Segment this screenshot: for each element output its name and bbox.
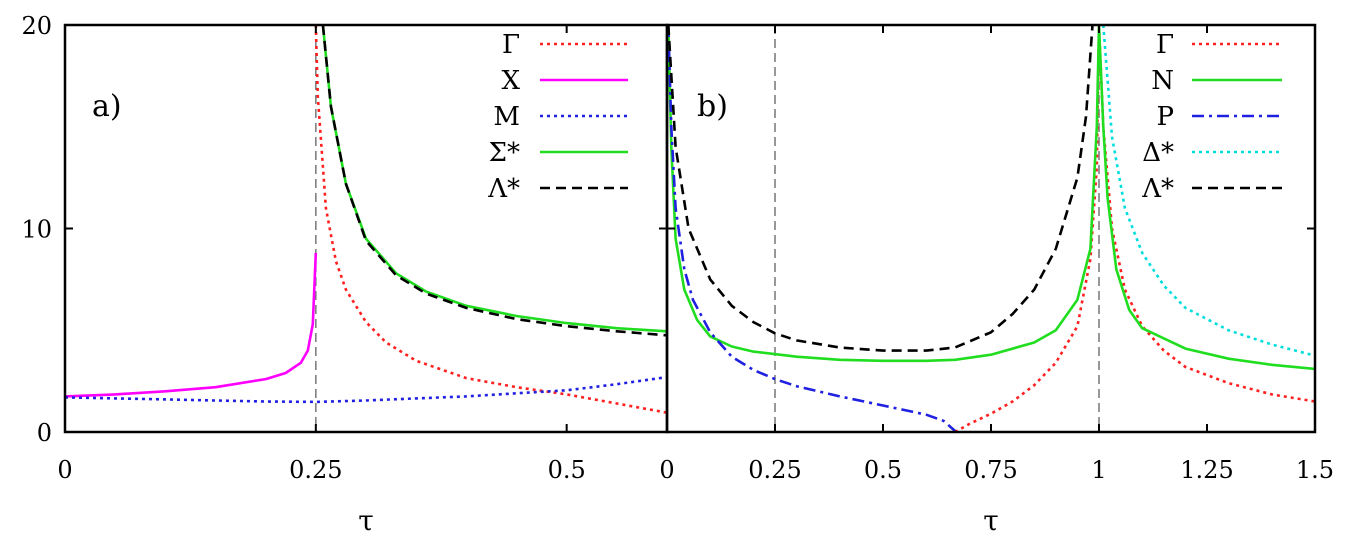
series-line-2 [65,375,667,404]
panel-label: a) [92,89,122,124]
x-tick-label: 1.25 [1180,456,1233,484]
series-line-2 [667,25,956,432]
legend-label: X [501,66,520,96]
x-tick-label: 1 [1091,456,1106,484]
series-line-0 [314,25,667,414]
legend-label: Γ [1156,30,1174,60]
series-line-0 [954,25,1315,432]
x-tick-label: 0.5 [548,456,586,484]
series-line-3 [1102,25,1315,357]
x-tick-label: 0.75 [964,456,1017,484]
x-tick-label: 0.25 [748,456,801,484]
legend: ΓNP Δ* Λ* [1141,30,1282,204]
series-line-1 [65,252,318,398]
x-tick-label: 0 [659,456,674,484]
y-tick-label: 0 [37,419,52,447]
legend-label: P [1157,102,1175,132]
series-curves [667,25,1315,432]
x-tick-label: 1.5 [1296,456,1334,484]
legend-label: Δ* [1142,138,1174,168]
x-tick-label: 0.25 [289,456,342,484]
x-axis-title: τ [358,504,374,537]
y-tick-label: 10 [21,216,52,244]
legend-label: N [1151,66,1174,96]
panel-a: 0 0.25 0.5 0 10 20 a) τ ΓXM Σ* Λ* [21,12,669,537]
x-tick-label: 0 [57,456,72,484]
series-line-1 [667,25,1315,371]
legend-label: Σ* [489,138,520,168]
x-tick-label: 0.5 [864,456,902,484]
panel-label: b) [697,89,728,124]
plot-frame [665,23,1317,434]
legend-label: M [493,102,520,132]
legend-label: Γ [502,30,520,60]
y-tick-label: 20 [21,12,52,40]
legend-label: Λ* [1141,174,1174,204]
legend-label: Λ* [487,174,520,204]
panel-b: 0 0.25 0.5 0.75 1 1.25 1.5 b) τ ΓNP Δ* Λ* [659,23,1334,537]
legend: ΓXM Σ* Λ* [487,30,628,204]
series-line-4 [321,25,667,337]
plot-frame [63,23,669,434]
series-curves [65,25,667,414]
series-line-4 [667,25,1094,352]
x-axis-title: τ [983,504,999,537]
